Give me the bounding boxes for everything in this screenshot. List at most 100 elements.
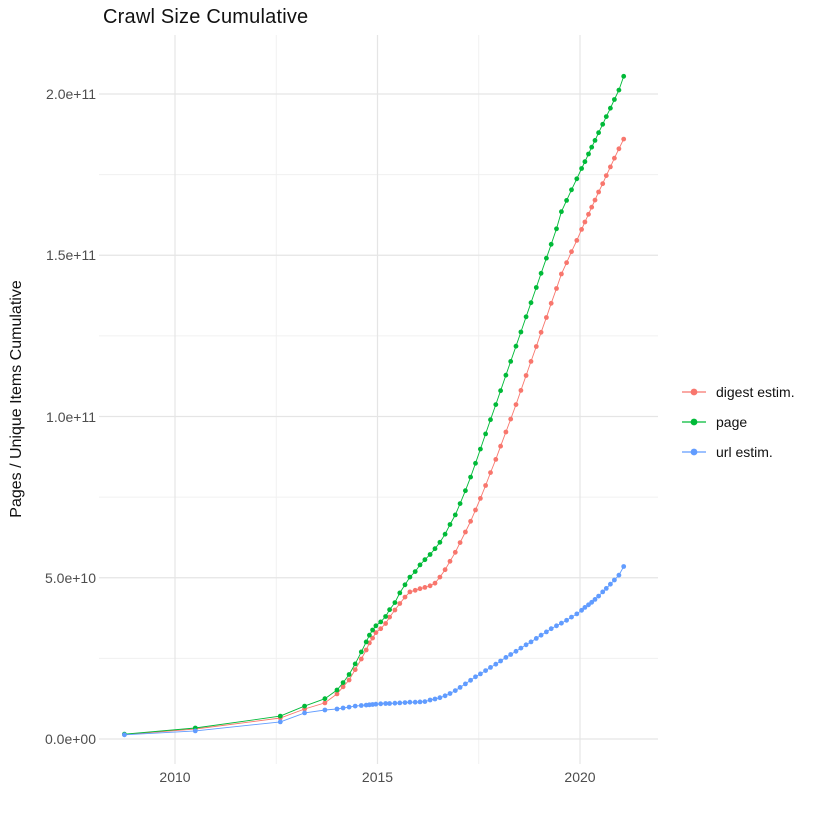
data-point bbox=[447, 558, 453, 564]
data-point bbox=[533, 285, 539, 290]
data-point bbox=[488, 417, 493, 423]
data-point bbox=[346, 704, 352, 710]
data-point bbox=[554, 286, 559, 291]
data-point bbox=[407, 699, 413, 705]
data-point bbox=[457, 501, 463, 506]
data-point bbox=[427, 552, 433, 557]
data-point bbox=[559, 209, 564, 215]
legend-key-url-line-dot-icon bbox=[682, 448, 706, 456]
data-point bbox=[582, 605, 588, 610]
data-point bbox=[574, 611, 580, 617]
data-point bbox=[548, 241, 554, 247]
y-axis-tick-label: 5.0e+10 bbox=[45, 569, 96, 586]
data-point bbox=[322, 696, 328, 702]
data-point bbox=[544, 255, 549, 261]
data-point bbox=[432, 580, 438, 586]
series-line-url-estim- bbox=[124, 566, 625, 736]
data-point bbox=[447, 691, 453, 696]
data-point bbox=[473, 507, 478, 513]
data-point bbox=[483, 483, 488, 488]
data-point bbox=[478, 446, 483, 452]
data-point bbox=[417, 586, 423, 592]
data-point bbox=[378, 701, 384, 707]
data-point bbox=[468, 677, 473, 683]
data-point bbox=[493, 457, 499, 462]
data-point bbox=[478, 496, 483, 501]
data-point bbox=[538, 632, 544, 638]
data-point bbox=[358, 656, 364, 662]
data-point bbox=[554, 226, 559, 232]
data-point bbox=[579, 166, 584, 171]
data-point bbox=[621, 73, 627, 79]
data-point bbox=[498, 443, 503, 449]
data-point bbox=[592, 597, 598, 602]
data-point bbox=[616, 572, 622, 578]
data-point bbox=[427, 583, 433, 589]
data-point bbox=[422, 699, 428, 704]
data-point bbox=[493, 661, 499, 667]
data-point bbox=[579, 227, 584, 232]
data-point bbox=[373, 630, 379, 635]
data-point bbox=[373, 623, 379, 629]
data-point bbox=[340, 705, 346, 711]
data-point bbox=[427, 697, 433, 703]
legend-key-page-line-dot-icon bbox=[682, 418, 706, 426]
legend-key-digest-line-dot-icon bbox=[682, 388, 706, 396]
chart-title: Crawl Size Cumulative bbox=[103, 6, 309, 28]
data-point bbox=[397, 601, 403, 606]
data-point bbox=[600, 181, 606, 187]
data-point bbox=[402, 594, 408, 600]
data-point bbox=[616, 87, 622, 93]
data-point bbox=[589, 599, 595, 605]
data-point bbox=[612, 155, 617, 161]
data-point bbox=[508, 652, 514, 657]
data-point bbox=[412, 569, 418, 574]
y-axis-tick-label: 1.5e+11 bbox=[46, 247, 96, 264]
data-point bbox=[277, 713, 283, 719]
data-point bbox=[589, 204, 595, 210]
data-point bbox=[600, 121, 606, 127]
data-point bbox=[402, 700, 408, 705]
data-point bbox=[564, 617, 569, 623]
data-point bbox=[473, 460, 478, 466]
series-line-digest-estim- bbox=[124, 138, 625, 735]
data-point bbox=[579, 607, 584, 613]
data-point bbox=[518, 388, 524, 393]
data-point bbox=[422, 557, 428, 563]
data-point bbox=[192, 728, 198, 734]
data-point bbox=[569, 614, 574, 620]
data-point bbox=[378, 626, 384, 632]
data-point bbox=[544, 629, 549, 635]
data-point bbox=[478, 671, 483, 677]
data-point bbox=[352, 703, 358, 709]
data-point bbox=[612, 577, 617, 583]
data-point bbox=[392, 600, 398, 605]
data-point bbox=[378, 619, 384, 625]
data-point bbox=[513, 402, 519, 407]
data-point bbox=[603, 114, 609, 119]
data-point bbox=[574, 238, 580, 243]
x-axis-tick-label: 2015 bbox=[361, 769, 394, 785]
data-point bbox=[544, 315, 549, 320]
data-point bbox=[589, 144, 595, 150]
data-point bbox=[564, 260, 569, 266]
y-axis-tick-label: 2.0e+11 bbox=[46, 86, 96, 102]
data-point bbox=[463, 529, 468, 535]
data-point bbox=[417, 562, 423, 568]
data-point bbox=[452, 688, 458, 693]
data-point bbox=[373, 701, 379, 707]
data-point bbox=[596, 593, 601, 599]
data-point bbox=[122, 732, 127, 738]
data-point bbox=[523, 373, 529, 378]
data-point bbox=[603, 586, 609, 591]
data-point bbox=[548, 300, 554, 306]
data-point bbox=[559, 271, 564, 277]
legend-item-digest-estim: digest estim. bbox=[681, 377, 795, 407]
data-point bbox=[612, 97, 617, 102]
data-point bbox=[483, 431, 488, 437]
data-point bbox=[383, 621, 388, 626]
data-point bbox=[334, 687, 340, 693]
data-point bbox=[392, 607, 398, 613]
